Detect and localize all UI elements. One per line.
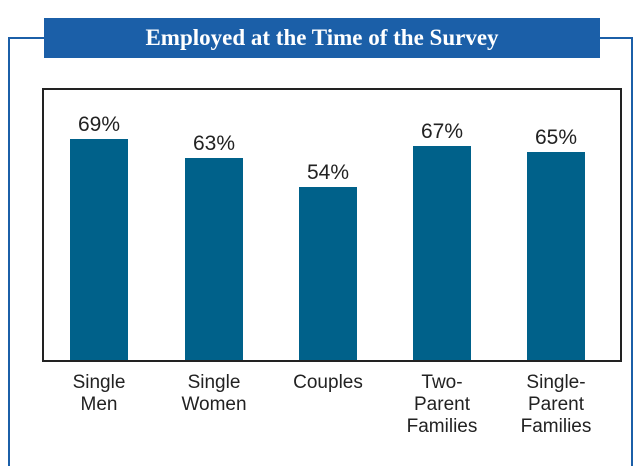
chart-title: Employed at the Time of the Survey [44, 18, 600, 58]
bar [70, 139, 128, 360]
frame-line [8, 37, 10, 466]
bar [299, 187, 357, 360]
x-tick-label: Single-Parent Families [520, 372, 592, 437]
frame-line [600, 37, 633, 39]
x-tick-label: Two-Parent Families [406, 372, 478, 437]
x-tick-label: Single Women [181, 372, 247, 415]
value-label: 67% [420, 119, 464, 143]
value-label: 65% [534, 126, 578, 149]
plot-area [42, 88, 622, 362]
frame-line [631, 37, 633, 466]
bar [185, 158, 243, 360]
bar [527, 152, 585, 360]
x-tick-label: Couples [293, 372, 363, 393]
value-label: 63% [192, 132, 236, 156]
value-label: 54% [306, 161, 350, 185]
frame-line [8, 37, 44, 39]
bar [413, 145, 471, 360]
value-label: 69% [77, 113, 121, 137]
x-tick-label: Single Men [72, 372, 126, 415]
